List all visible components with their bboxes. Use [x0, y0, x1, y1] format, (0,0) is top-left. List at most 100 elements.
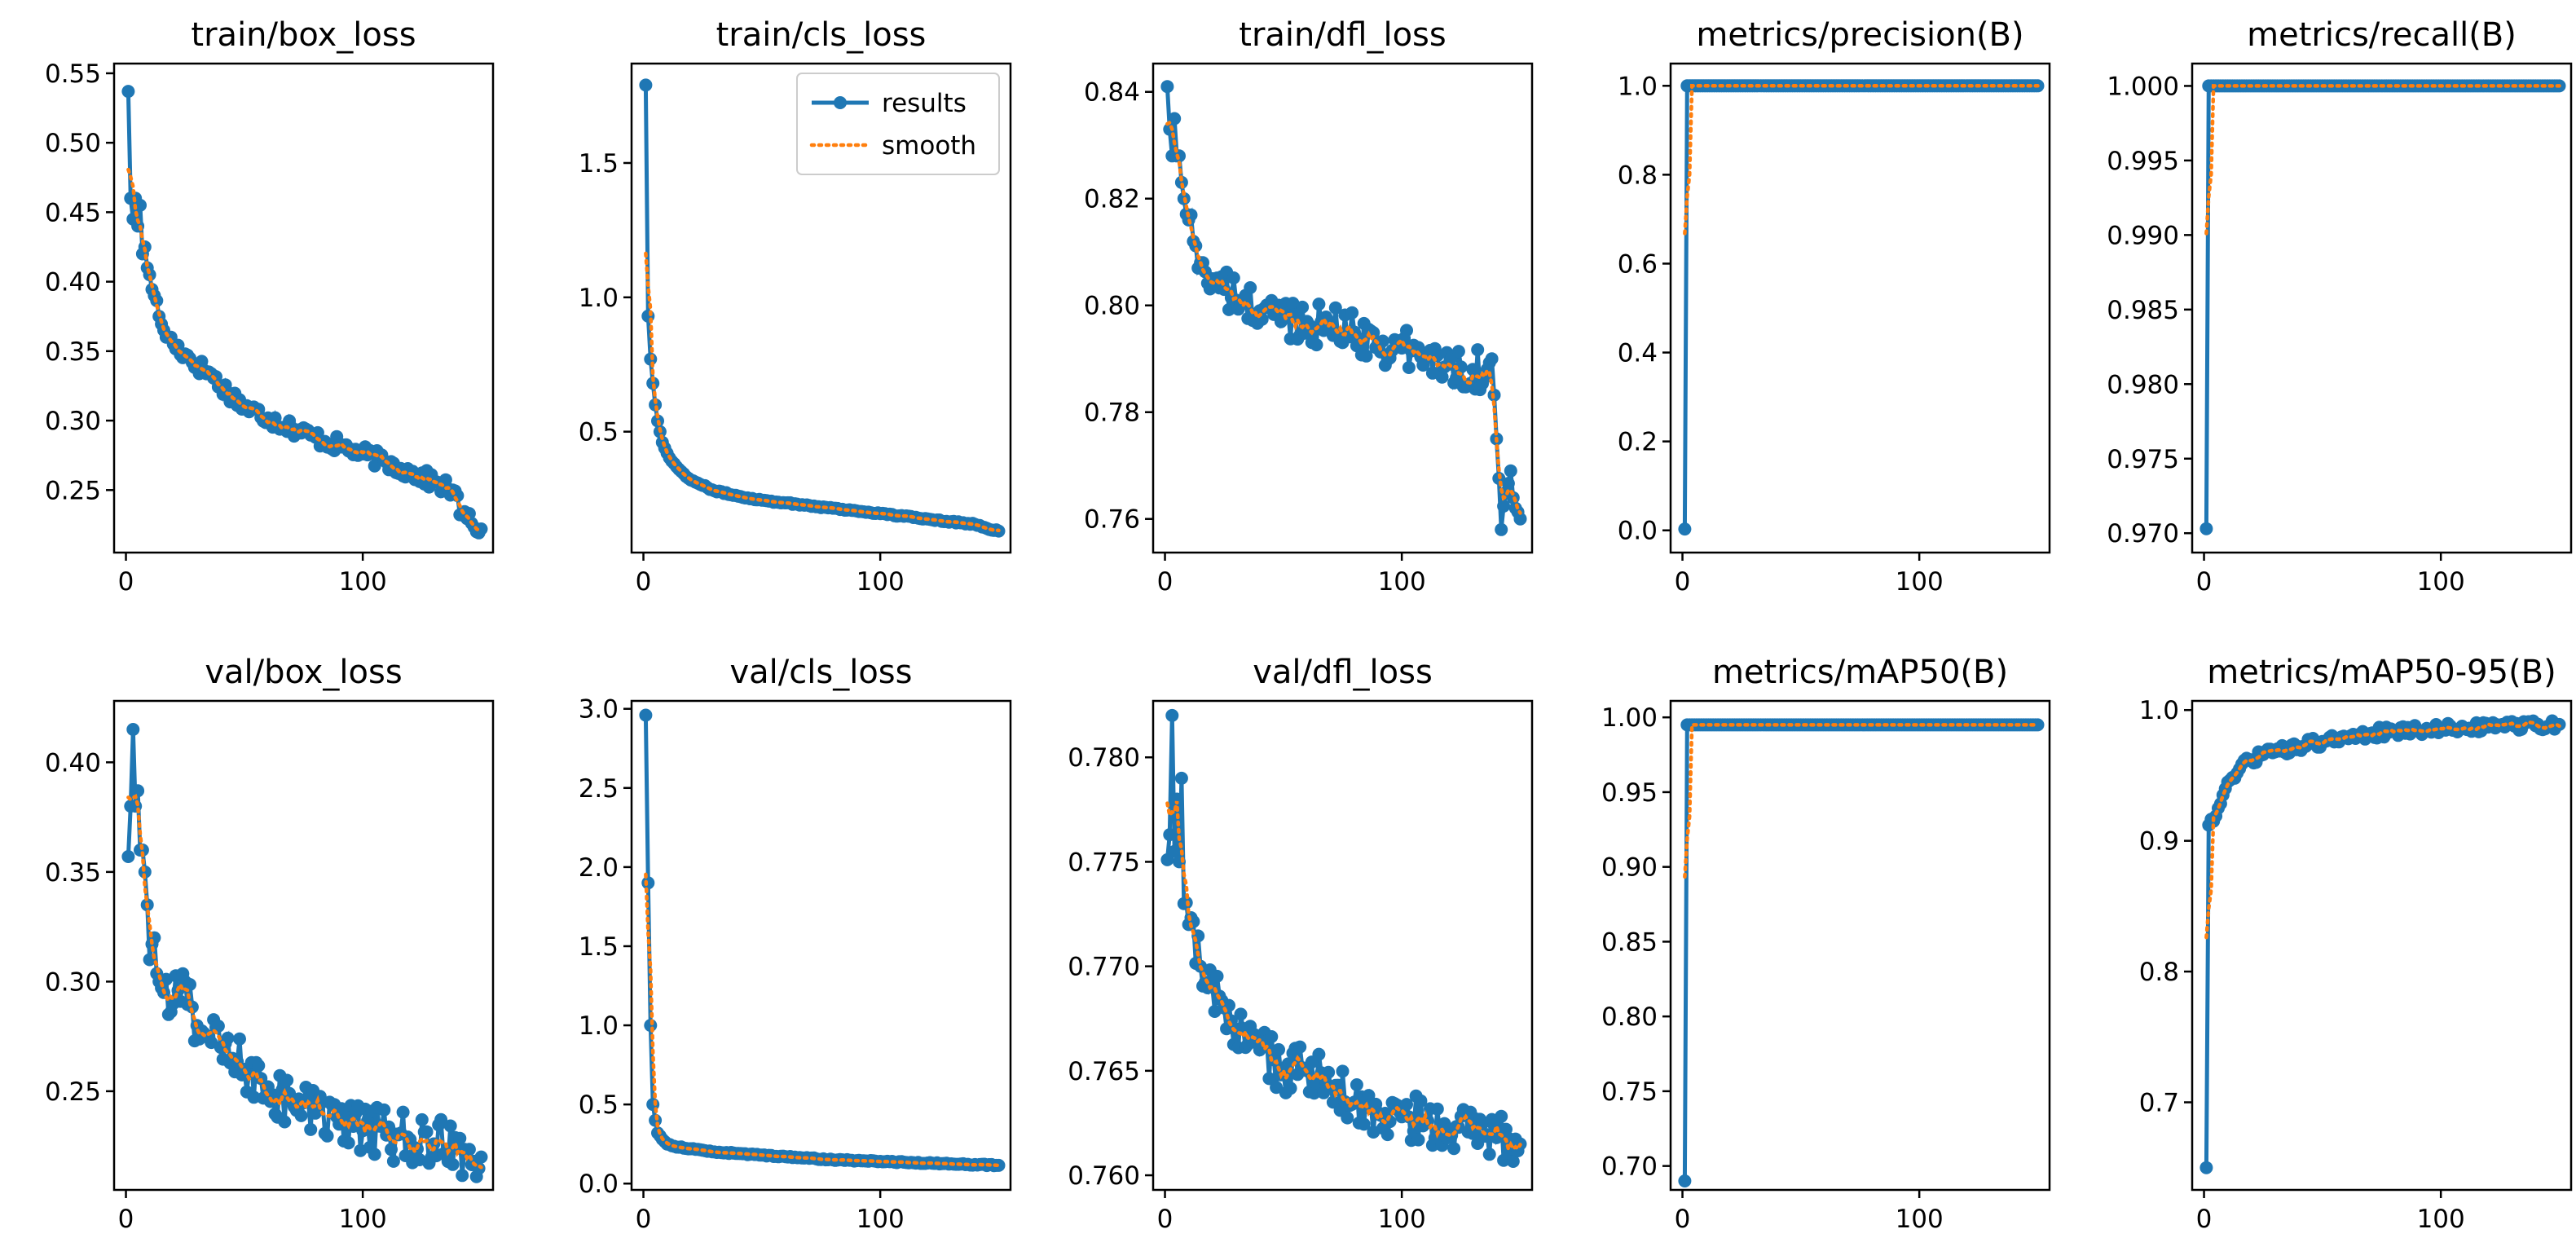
data-point [1451, 345, 1465, 359]
data-point [1210, 969, 1224, 983]
results-line [1682, 83, 2038, 530]
chart-panel-5: 0.25 0.30 0.35 0.40 0 100 val/box_loss [45, 654, 495, 1234]
data-point [138, 865, 152, 879]
data-point [1400, 324, 1413, 337]
y-tick-label: 0.35 [45, 858, 101, 888]
axes-frame [630, 62, 1012, 554]
data-point [1281, 1057, 1295, 1071]
smooth-line [644, 251, 1001, 533]
x-tick-label: 100 [1378, 1205, 1426, 1234]
y-tick-label: 1.0 [1618, 72, 1658, 101]
data-point [2031, 718, 2045, 732]
data-point [121, 850, 135, 863]
data-point [1447, 1142, 1461, 1156]
chart-panel-3: 0.0 0.2 0.4 0.6 0.8 1.0 0 100 metrics/precision(… [1618, 16, 2051, 597]
data-point [443, 1119, 457, 1133]
x-tick-label: 0 [1675, 567, 1691, 597]
y-tick-label: 0.85 [1601, 927, 1658, 957]
data-point [221, 1031, 235, 1045]
x-tick-label: 100 [339, 567, 387, 597]
data-point [1163, 828, 1177, 842]
chart-title: train/box_loss [191, 16, 416, 54]
chart-panel-9: 0.7 0.8 0.9 1.0 0 100 metrics/mAP50-95(B) [2139, 654, 2573, 1234]
data-point [143, 268, 156, 282]
data-point [1506, 1155, 1520, 1168]
y-tick-label: 2.5 [579, 774, 619, 804]
data-point [377, 1103, 391, 1117]
smooth-line [1683, 723, 2040, 879]
chart-panel-0: 0.25 0.30 0.35 0.40 0.45 0.50 0.55 0 100 train/bo… [45, 16, 495, 597]
y-tick-label: 0.6 [1618, 249, 1658, 279]
y-tick-label: 0.35 [45, 337, 101, 367]
y-tick-label: 0.995 [2107, 147, 2179, 176]
axes-frame [112, 62, 495, 554]
y-tick-label: 1.0 [579, 284, 619, 313]
data-point [1341, 1111, 1354, 1125]
data-point [1411, 1133, 1425, 1147]
data-point [474, 522, 488, 535]
y-tick-label: 0.75 [1601, 1077, 1658, 1107]
y-tick-label: 0.80 [1601, 1002, 1658, 1032]
axes-frame [1669, 699, 2051, 1192]
data-point [1466, 1126, 1480, 1140]
y-tick-label: 0.40 [45, 748, 101, 778]
y-tick-label: 0.780 [1068, 743, 1140, 773]
data-point [420, 1125, 434, 1139]
legend-frame [796, 73, 1000, 175]
y-tick-label: 2.0 [579, 853, 619, 883]
x-tick-label: 100 [1378, 567, 1426, 597]
data-point [2200, 1161, 2213, 1174]
y-tick-label: 0.55 [45, 59, 101, 89]
chart-title: metrics/mAP50(B) [1712, 654, 2008, 691]
y-tick-label: 0.5 [579, 418, 619, 447]
data-point [415, 1112, 429, 1126]
y-tick-label: 0.84 [1084, 78, 1140, 108]
y-tick-label: 0.990 [2107, 221, 2179, 250]
data-point [453, 1131, 467, 1145]
y-tick-label: 0.50 [45, 129, 101, 158]
x-tick-label: 100 [2417, 1205, 2465, 1234]
y-tick-label: 0.82 [1084, 185, 1140, 214]
data-point [1400, 1098, 1413, 1112]
results-markers [639, 708, 1006, 1173]
chart-panel-4: 0.970 0.975 0.980 0.985 0.990 0.995 1.000 0 100 m… [2107, 16, 2573, 597]
data-point [1310, 338, 1323, 352]
axes-frame [630, 699, 1012, 1192]
smooth-line [1165, 120, 1522, 515]
y-tick-label: 0.760 [1068, 1161, 1140, 1191]
data-point [1160, 80, 1174, 94]
data-point [446, 1157, 460, 1171]
legend-smooth-label: smooth [882, 131, 976, 161]
data-point [341, 1136, 355, 1150]
data-point [1359, 349, 1373, 363]
y-tick-label: 0.95 [1601, 778, 1658, 808]
y-tick-label: 0.4 [1618, 339, 1658, 368]
data-point [1482, 1148, 1496, 1161]
y-tick-label: 1.5 [579, 149, 619, 178]
y-tick-label: 0.970 [2107, 519, 2179, 548]
data-point [1296, 300, 1310, 314]
data-point [1357, 1117, 1371, 1131]
smooth-line [1165, 800, 1522, 1154]
y-tick-label: 0.78 [1084, 399, 1140, 428]
chart-panel-6: 0.0 0.5 1.0 1.5 2.0 2.5 3.0 0 100 val/cls_loss [579, 654, 1012, 1234]
data-point [2200, 522, 2213, 535]
data-point [456, 1169, 469, 1183]
results-line [1165, 86, 1522, 531]
chart-title: train/dfl_loss [1239, 16, 1446, 54]
data-point [1174, 175, 1188, 189]
data-point [1345, 306, 1359, 319]
y-tick-label: 1.00 [1601, 703, 1658, 733]
y-tick-label: 0.770 [1068, 953, 1140, 982]
y-tick-label: 0.90 [1601, 853, 1658, 883]
axes-frame [2191, 699, 2573, 1192]
data-point [434, 1112, 448, 1126]
data-point [385, 1143, 398, 1156]
data-point [252, 1059, 266, 1073]
data-point [1312, 297, 1326, 311]
data-point [1328, 301, 1342, 315]
data-point [1678, 522, 1692, 536]
data-point [1513, 512, 1527, 526]
axes-frame [1669, 62, 2051, 554]
